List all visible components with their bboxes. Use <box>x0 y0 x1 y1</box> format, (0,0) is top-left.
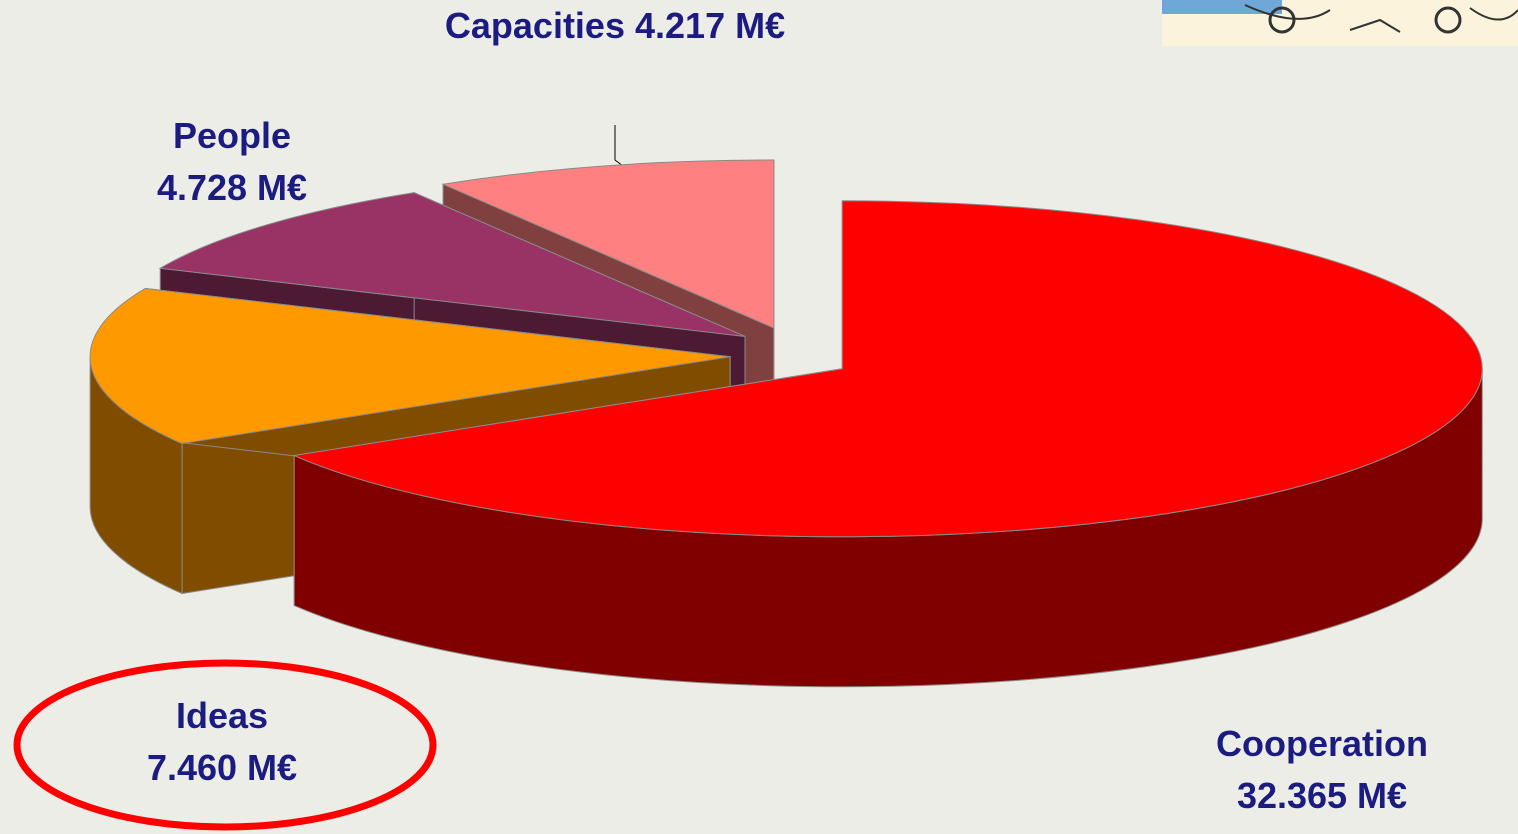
value-label: 32.365 M€ <box>1237 775 1407 816</box>
value-label: 4.728 M€ <box>157 167 307 208</box>
category-label: Capacities <box>445 5 625 46</box>
page: 3D pie html, body { margin: 0; padding: … <box>0 0 1518 834</box>
category-label: People <box>173 115 291 156</box>
label-cooperation: Cooperation 32.365 M€ <box>1172 718 1472 822</box>
value-label: 7.460 M€ <box>147 747 297 788</box>
label-people: People 4.728 M€ <box>92 110 372 214</box>
cartoon <box>1162 0 1518 46</box>
category-label: Ideas <box>176 695 268 736</box>
label-ideas: Ideas 7.460 M€ <box>82 690 362 794</box>
value-label: 4.217 M€ <box>635 5 785 46</box>
category-label: Cooperation <box>1216 723 1428 764</box>
page-body: {"chart_data": {"type": "pie3d", "catego… <box>0 0 1518 834</box>
pie <box>90 160 1482 687</box>
label-capacities: Capacities 4.217 M€ <box>405 0 825 52</box>
